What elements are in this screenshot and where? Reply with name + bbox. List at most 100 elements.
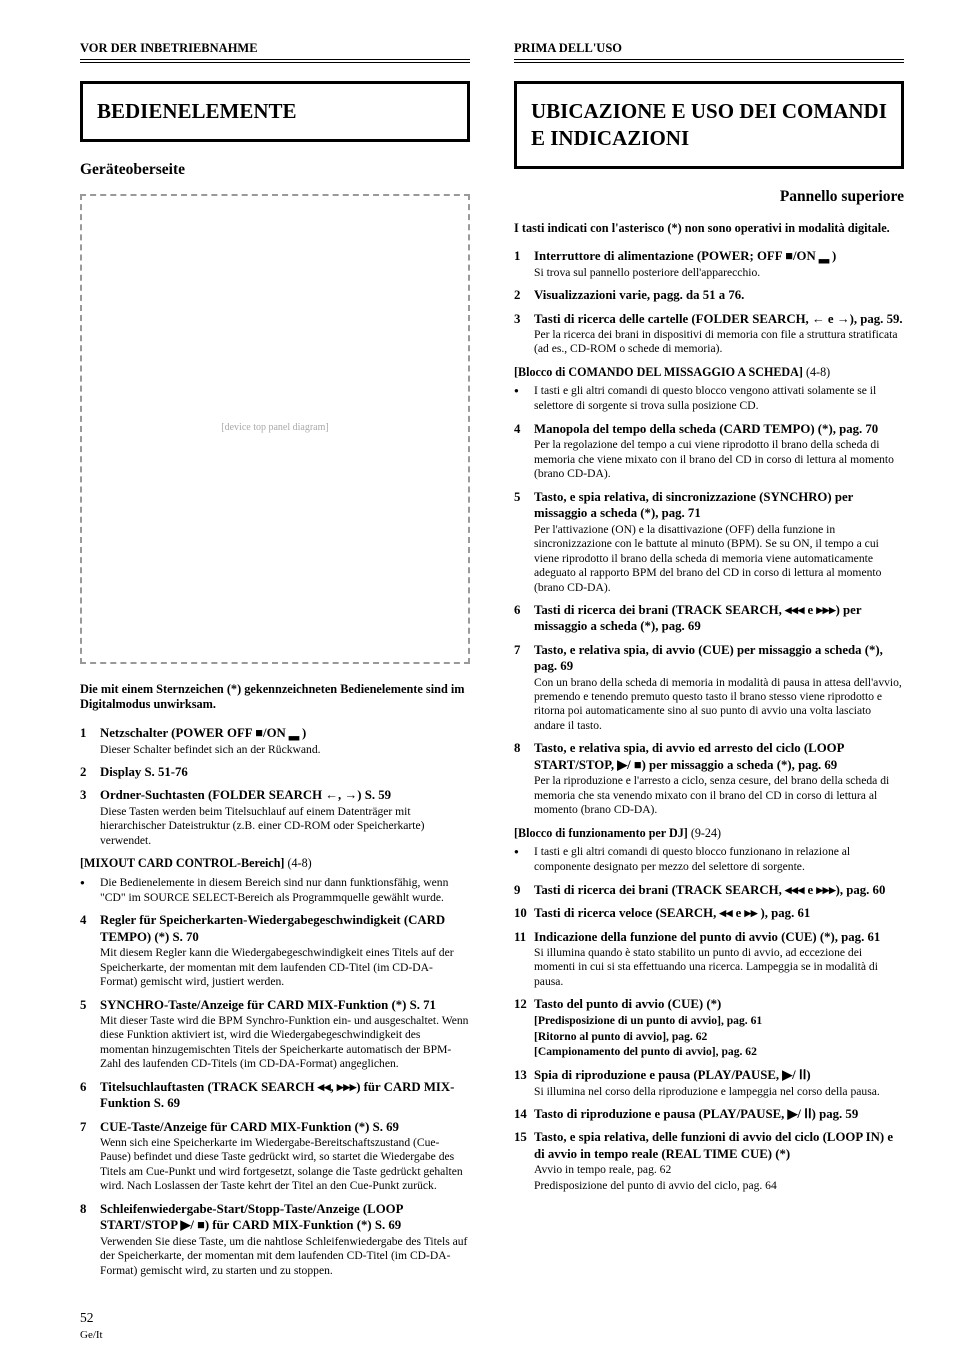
left-box-title-text: BEDIENELEMENTE	[97, 98, 453, 125]
item-desc: Verwenden Sie diese Taste, um die nahtlo…	[100, 1235, 470, 1278]
list-item: 8Schleifenwiedergabe-Start/Stopp-Taste/A…	[80, 1201, 470, 1278]
right-column: PRIMA DELL'USO UBICAZIONE E USO DEI COMA…	[514, 40, 904, 1285]
item-desc: Si trova sul pannello posteriore dell'ap…	[534, 266, 904, 280]
item-num: 2	[514, 287, 534, 303]
left-intro-note: Die mit einem Sternzeichen (*) gekennzei…	[80, 682, 470, 713]
left-box-title: BEDIENELEMENTE	[80, 81, 470, 142]
item-desc: Mit dieser Taste wird die BPM Synchro-Fu…	[100, 1014, 470, 1072]
right-block1-head: [Blocco di COMANDO DEL MISSAGGIO A SCHED…	[514, 365, 904, 380]
item-title: Regler für Speicherkarten-Wiedergabegesc…	[100, 912, 470, 945]
left-panel-subtitle: Geräteoberseite	[80, 160, 470, 180]
item-num: 7	[514, 642, 534, 734]
list-item: 14Tasto di riproduzione e pausa (PLAY/PA…	[514, 1106, 904, 1122]
item-desc: Per la ricerca dei brani in dispositivi …	[534, 328, 904, 357]
item-title: Tasto di riproduzione e pausa (PLAY/PAUS…	[534, 1106, 904, 1122]
right-header: PRIMA DELL'USO	[514, 40, 904, 63]
item-desc: Si illumina quando è stato stabilito un …	[534, 946, 904, 989]
item-desc: Per l'attivazione (ON) e la disattivazio…	[534, 523, 904, 595]
right-list-3: 9Tasti di ricerca dei brani (TRACK SEARC…	[514, 882, 904, 1194]
list-item: 7Tasto, e relativa spia, di avvio (CUE) …	[514, 642, 904, 734]
item-title: Tasto del punto di avvio (CUE) (*)	[534, 996, 904, 1012]
list-item: 11Indicazione della funzione del punto d…	[514, 929, 904, 990]
device-diagram: [device top panel diagram]	[80, 194, 470, 664]
item-desc: Dieser Schalter befindet sich an der Rüc…	[100, 743, 470, 757]
list-item: 10Tasti di ricerca veloce (SEARCH, ◂◂ e …	[514, 905, 904, 921]
footer-lang: Ge/It	[80, 1328, 904, 1342]
item-num: 13	[514, 1067, 534, 1099]
item-num: 3	[514, 311, 534, 357]
item-title: Netzschalter (POWER OFF ■/ON ▂ )	[100, 725, 470, 741]
bullet-item: Die Bedienelemente in diesem Bereich sin…	[80, 876, 470, 906]
list-item: 3Ordner-Suchtasten (FOLDER SEARCH ←, →) …	[80, 787, 470, 848]
item-title: Tasto, e spia relativa, delle funzioni d…	[534, 1129, 904, 1162]
right-list-2: 4Manopola del tempo della scheda (CARD T…	[514, 421, 904, 818]
block-head-range: (4-8)	[806, 365, 830, 379]
item-title: Display S. 51-76	[100, 764, 470, 780]
item-desc: Mit diesem Regler kann die Wiedergabeges…	[100, 946, 470, 989]
list-item: 7CUE-Taste/Anzeige für CARD MIX-Funktion…	[80, 1119, 470, 1194]
block-head-label: [Blocco di funzionamento per DJ]	[514, 826, 688, 840]
list-item: 13Spia di riproduzione e pausa (PLAY/PAU…	[514, 1067, 904, 1099]
item-title: Tasto, e spia relativa, di sincronizzazi…	[534, 489, 904, 522]
item-num: 4	[514, 421, 534, 482]
left-header: VOR DER INBETRIEBNAHME	[80, 40, 470, 63]
list-item: 9Tasti di ricerca dei brani (TRACK SEARC…	[514, 882, 904, 898]
item-title: Interruttore di alimentazione (POWER; OF…	[534, 248, 904, 264]
item-num: 7	[80, 1119, 100, 1194]
item-num: 5	[514, 489, 534, 595]
list-item: 4Regler für Speicherkarten-Wiedergabeges…	[80, 912, 470, 989]
right-block2-head: [Blocco di funzionamento per DJ] (9-24)	[514, 826, 904, 841]
list-item: 3Tasti di ricerca delle cartelle (FOLDER…	[514, 311, 904, 357]
right-block2-bullets: I tasti e gli altri comandi di questo bl…	[514, 845, 904, 875]
item-title: Tasti di ricerca dei brani (TRACK SEARCH…	[534, 602, 904, 635]
item-num: 9	[514, 882, 534, 898]
list-item: 1Interruttore di alimentazione (POWER; O…	[514, 248, 904, 280]
item-title: Visualizzazioni varie, pagg. da 51 a 76.	[534, 287, 904, 303]
item-num: 12	[514, 996, 534, 1060]
item-title: Titelsuchlauftasten (TRACK SEARCH ◂◂, ▸▸…	[100, 1079, 470, 1112]
left-list-1: 1Netzschalter (POWER OFF ■/ON ▂ ) Dieser …	[80, 725, 470, 848]
item-desc: Diese Tasten werden beim Titelsuchlauf a…	[100, 805, 470, 848]
item-subline: Predisposizione del punto di avvio del c…	[534, 1179, 904, 1194]
item-title: Tasti di ricerca delle cartelle (FOLDER …	[534, 311, 904, 327]
item-desc: Con un brano della scheda di memoria in …	[534, 676, 904, 734]
bullet-item: I tasti e gli altri comandi di questo bl…	[514, 384, 904, 414]
item-num: 11	[514, 929, 534, 990]
item-title: Tasto, e relativa spia, di avvio (CUE) p…	[534, 642, 904, 675]
right-list-1: 1Interruttore di alimentazione (POWER; O…	[514, 248, 904, 357]
right-box-title: UBICAZIONE E USO DEI COMANDI E INDICAZIO…	[514, 81, 904, 169]
item-title: CUE-Taste/Anzeige für CARD MIX-Funktion …	[100, 1119, 470, 1135]
bullet-text: I tasti e gli altri comandi di questo bl…	[534, 384, 904, 414]
list-item: 6Tasti di ricerca dei brani (TRACK SEARC…	[514, 602, 904, 635]
item-num: 1	[80, 725, 100, 757]
list-item: 1Netzschalter (POWER OFF ■/ON ▂ ) Dieser …	[80, 725, 470, 757]
item-title: Ordner-Suchtasten (FOLDER SEARCH ←, →) S…	[100, 787, 470, 803]
item-num: 5	[80, 997, 100, 1072]
item-title: Tasto, e relativa spia, di avvio ed arre…	[534, 740, 904, 773]
left-list-2: 4Regler für Speicherkarten-Wiedergabeges…	[80, 912, 470, 1278]
block-head-range: (4-8)	[288, 856, 312, 870]
left-block1-head: [MIXOUT CARD CONTROL-Bereich] (4-8)	[80, 856, 470, 871]
item-num: 3	[80, 787, 100, 848]
page-columns: VOR DER INBETRIEBNAHME BEDIENELEMENTE Ge…	[80, 40, 904, 1285]
item-title: Tasti di ricerca veloce (SEARCH, ◂◂ e ▸▸…	[534, 905, 904, 921]
item-subline: [Ritorno al punto di avvio], pag. 62	[534, 1030, 904, 1045]
item-num: 6	[514, 602, 534, 635]
item-num: 4	[80, 912, 100, 989]
item-title: Spia di riproduzione e pausa (PLAY/PAUSE…	[534, 1067, 904, 1083]
item-desc: Per la regolazione del tempo a cui viene…	[534, 438, 904, 481]
bullet-item: I tasti e gli altri comandi di questo bl…	[514, 845, 904, 875]
block-head-label: [MIXOUT CARD CONTROL-Bereich]	[80, 856, 284, 870]
list-item: 2Visualizzazioni varie, pagg. da 51 a 76…	[514, 287, 904, 303]
right-intro-note: I tasti indicati con l'asterisco (*) non…	[514, 221, 904, 237]
item-num: 8	[514, 740, 534, 817]
item-num: 1	[514, 248, 534, 280]
item-title: Manopola del tempo della scheda (CARD TE…	[534, 421, 904, 437]
list-item: 5SYNCHRO-Taste/Anzeige für CARD MIX-Funk…	[80, 997, 470, 1072]
list-item: 15 Tasto, e spia relativa, delle funzion…	[514, 1129, 904, 1193]
item-num: 10	[514, 905, 534, 921]
block-head-range: (9-24)	[691, 826, 721, 840]
bullet-text: Die Bedienelemente in diesem Bereich sin…	[100, 876, 470, 906]
item-title: SYNCHRO-Taste/Anzeige für CARD MIX-Funkt…	[100, 997, 470, 1013]
block-head-label: [Blocco di COMANDO DEL MISSAGGIO A SCHED…	[514, 365, 803, 379]
